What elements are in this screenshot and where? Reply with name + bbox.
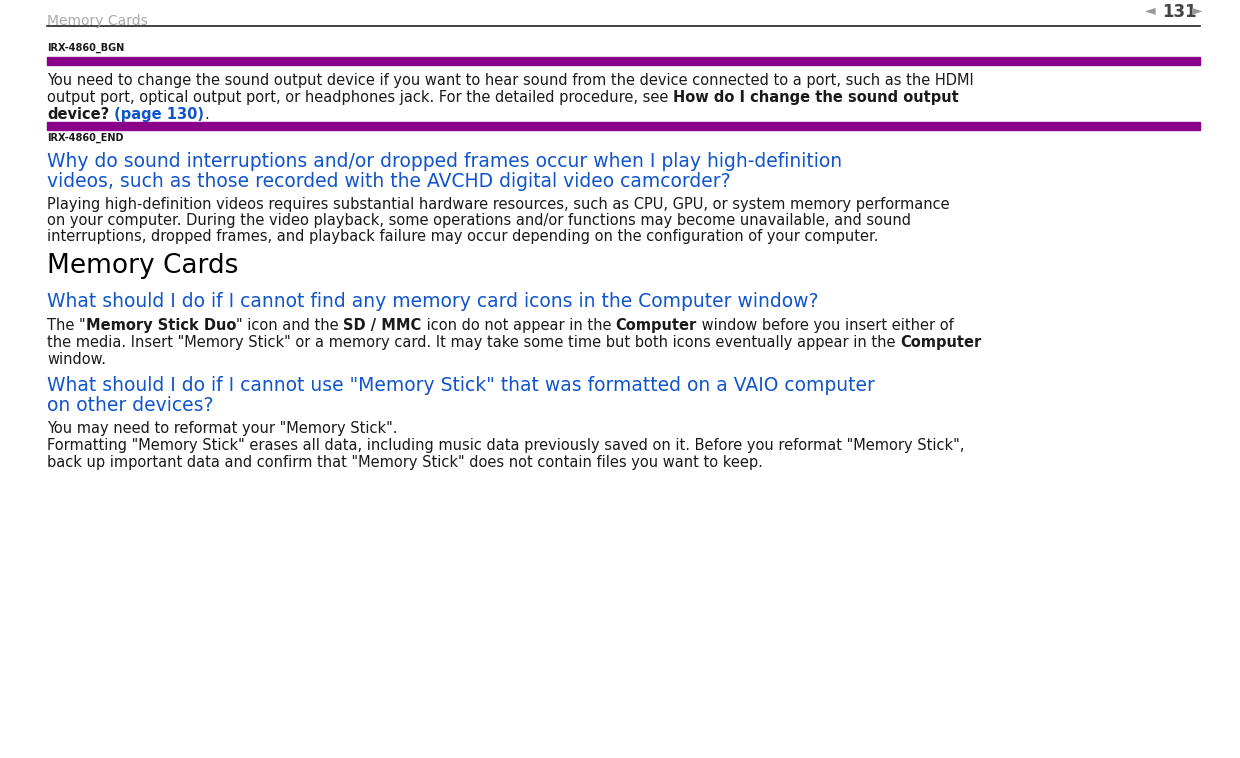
- Text: ►: ►: [1192, 3, 1203, 17]
- Bar: [47, 57, 1200, 65]
- Text: ◄: ◄: [1145, 3, 1156, 17]
- Text: How do I change the sound output: How do I change the sound output: [673, 90, 959, 105]
- Text: What should I do if I cannot use "Memory Stick" that was formatted on a VAIO com: What should I do if I cannot use "Memory…: [47, 376, 875, 395]
- Text: Memory Stick Duo: Memory Stick Duo: [86, 318, 236, 333]
- Text: interruptions, dropped frames, and playback failure may occur depending on the c: interruptions, dropped frames, and playb…: [47, 229, 878, 244]
- Text: Why do sound interruptions and/or dropped frames occur when I play high-definiti: Why do sound interruptions and/or droppe…: [47, 152, 842, 171]
- Text: videos, such as those recorded with the AVCHD digital video camcorder?: videos, such as those recorded with the …: [47, 172, 730, 191]
- Text: " icon and the: " icon and the: [236, 318, 343, 333]
- Bar: [47, 122, 1200, 130]
- Text: Playing high-definition videos requires substantial hardware resources, such as : Playing high-definition videos requires …: [47, 197, 950, 212]
- Text: You need to change the sound output device if you want to hear sound from the de: You need to change the sound output devi…: [47, 73, 973, 88]
- Text: Memory Cards: Memory Cards: [47, 14, 148, 28]
- Text: (page 130): (page 130): [109, 107, 205, 122]
- Text: output port, optical output port, or headphones jack. For the detailed procedure: output port, optical output port, or hea…: [47, 90, 673, 105]
- Text: SD / MMC: SD / MMC: [343, 318, 422, 333]
- Text: the media. Insert "Memory Stick" or a memory card. It may take some time but bot: the media. Insert "Memory Stick" or a me…: [47, 335, 900, 350]
- Text: Computer: Computer: [615, 318, 697, 333]
- Text: The ": The ": [47, 318, 86, 333]
- Text: You may need to reformat your "Memory Stick".: You may need to reformat your "Memory St…: [47, 421, 398, 436]
- Text: window.: window.: [47, 352, 105, 367]
- Text: device?: device?: [47, 107, 109, 122]
- Text: IRX-4860_END: IRX-4860_END: [47, 133, 124, 143]
- Text: Computer: Computer: [900, 335, 981, 350]
- Text: on your computer. During the video playback, some operations and/or functions ma: on your computer. During the video playb…: [47, 213, 911, 228]
- Text: 131: 131: [1162, 3, 1197, 21]
- Text: IRX-4860_BGN: IRX-4860_BGN: [47, 43, 124, 53]
- Text: Memory Cards: Memory Cards: [47, 253, 238, 279]
- Text: window before you insert either of: window before you insert either of: [697, 318, 954, 333]
- Text: icon do not appear in the: icon do not appear in the: [422, 318, 615, 333]
- Text: .: .: [205, 107, 210, 122]
- Text: on other devices?: on other devices?: [47, 396, 213, 415]
- Text: Formatting "Memory Stick" erases all data, including music data previously saved: Formatting "Memory Stick" erases all dat…: [47, 438, 965, 453]
- Text: What should I do if I cannot find any memory card icons in the Computer window?: What should I do if I cannot find any me…: [47, 292, 818, 311]
- Text: back up important data and confirm that "Memory Stick" does not contain files yo: back up important data and confirm that …: [47, 455, 763, 470]
